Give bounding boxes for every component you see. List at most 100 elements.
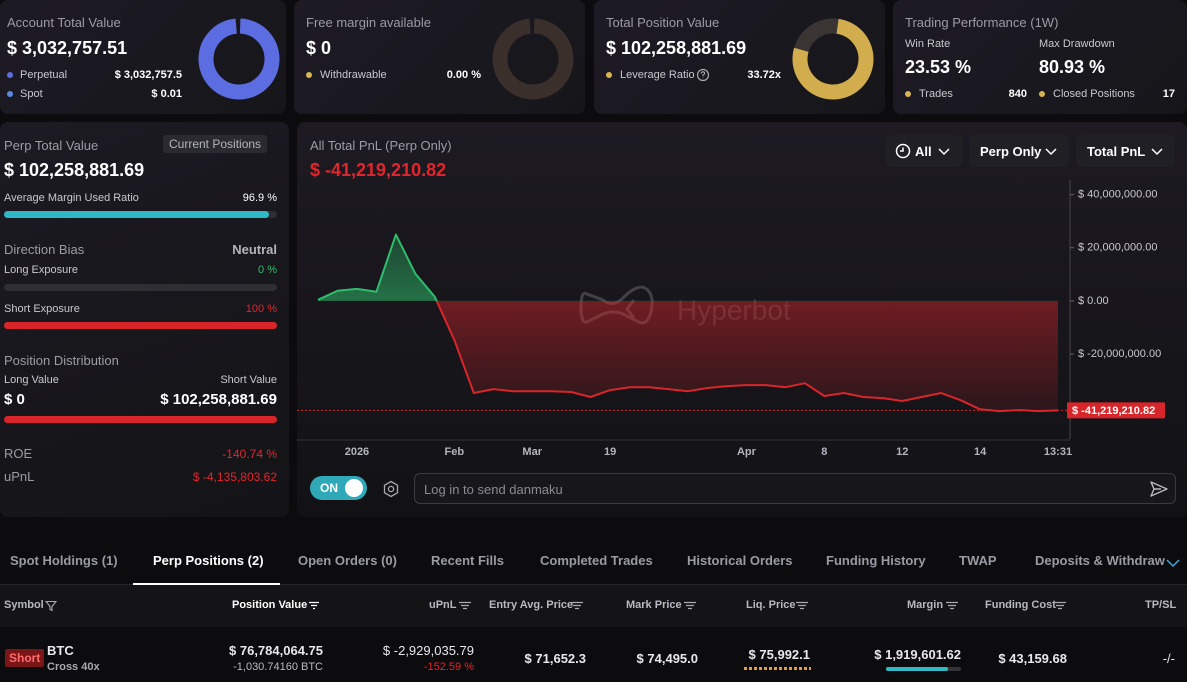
ratio-label: Average Margin Used Ratio bbox=[4, 192, 139, 204]
column-header[interactable]: Position Value bbox=[232, 599, 308, 611]
x-tick-label: 2026 bbox=[345, 446, 369, 458]
x-tick-label: 8 bbox=[821, 446, 827, 458]
sort-icons bbox=[309, 601, 319, 610]
danmaku-toggle[interactable]: ON bbox=[310, 476, 367, 500]
column-header[interactable]: Entry Avg. Price bbox=[489, 599, 574, 611]
column-header[interactable]: Symbol bbox=[4, 599, 44, 611]
donut bbox=[198, 18, 280, 100]
column-header[interactable]: Margin bbox=[907, 599, 944, 611]
y-tick-label: $ -20,000,000.00 bbox=[1078, 348, 1161, 360]
pnl-line bbox=[317, 233, 1059, 413]
count-label: Closed Positions bbox=[1053, 88, 1135, 100]
legend-dot bbox=[7, 91, 13, 97]
upnl: $ -2,929,035.79 bbox=[382, 643, 474, 658]
tabs-more[interactable] bbox=[1166, 557, 1180, 569]
ratio-bar bbox=[4, 211, 277, 218]
pnl-area bbox=[318, 234, 1058, 412]
position-card: Total Position Value $ 102,258,881.69 Le… bbox=[594, 0, 885, 114]
tab[interactable]: Completed Trades bbox=[540, 553, 653, 568]
row-value: $ 0.01 bbox=[151, 88, 182, 100]
sort-icons bbox=[459, 601, 1066, 610]
mark-price: $ 74,495.0 bbox=[636, 651, 698, 666]
tab[interactable]: TWAP bbox=[959, 553, 997, 568]
dropdown-label: All bbox=[915, 144, 932, 159]
dist-label: Long Value bbox=[4, 374, 59, 386]
tab[interactable]: Funding History bbox=[826, 553, 926, 568]
y-tick-label: $ 0.00 bbox=[1078, 295, 1109, 307]
send-icon[interactable] bbox=[1149, 479, 1169, 499]
donut-ring bbox=[492, 18, 574, 100]
account-card: Account Total Value $ 3,032,757.51 Perpe… bbox=[0, 0, 286, 114]
card-title: Account Total Value bbox=[7, 15, 121, 30]
count-value: 840 bbox=[1008, 88, 1027, 100]
legend-dot bbox=[1039, 91, 1045, 97]
chart-subtitle: $ -41,219,210.82 bbox=[310, 160, 447, 180]
sidebar-value: $ 102,258,881.69 bbox=[4, 160, 145, 180]
section-title: Position Distribution bbox=[4, 353, 119, 368]
column-header[interactable]: Funding Cost bbox=[985, 599, 1056, 611]
performance-card: Trading Performance (1W) Win Rate 23.53 … bbox=[893, 0, 1187, 114]
card-title: Total Position Value bbox=[606, 15, 720, 30]
card-title: Free margin available bbox=[306, 15, 432, 30]
upnl-pct: -152.59 % bbox=[423, 661, 474, 673]
entry-price: $ 71,652.3 bbox=[524, 651, 586, 666]
last-value-badge bbox=[1067, 402, 1165, 419]
row-value: 33.72x bbox=[747, 69, 781, 81]
upnl-label: uPnL bbox=[4, 469, 35, 484]
margin-card: Free margin available $ 0 Withdrawable 0… bbox=[294, 0, 585, 114]
sidebar-title: Perp Total Value bbox=[4, 138, 99, 153]
range-dropdown[interactable]: All bbox=[886, 135, 963, 167]
tab-active[interactable]: Perp Positions (2) bbox=[153, 553, 264, 568]
dropdown-label: Perp Only bbox=[980, 144, 1042, 159]
tab[interactable]: Historical Orders bbox=[687, 553, 793, 568]
exposure-value: 0 % bbox=[258, 264, 277, 276]
column-header[interactable]: Mark Price bbox=[626, 599, 682, 611]
funding-cost: $ 43,159.68 bbox=[998, 651, 1067, 666]
settings-icon[interactable] bbox=[382, 480, 400, 498]
scope-dropdown[interactable]: Perp Only bbox=[969, 135, 1069, 167]
row-label: Leverage Ratio bbox=[620, 69, 695, 81]
count-label: Trades bbox=[919, 88, 953, 100]
bias-value: Neutral bbox=[232, 242, 277, 257]
x-tick-label: 14 bbox=[974, 446, 987, 458]
column-header[interactable]: Liq. Price bbox=[746, 599, 796, 611]
tab[interactable]: Recent Fills bbox=[431, 553, 504, 568]
column-header[interactable]: uPnL bbox=[429, 599, 457, 611]
current-positions-button[interactable]: Current Positions bbox=[163, 135, 268, 153]
metric-dropdown[interactable]: Total PnL bbox=[1076, 135, 1175, 167]
exposure-label: Short Exposure bbox=[4, 303, 80, 315]
tab[interactable]: Deposits & Withdraw bbox=[1035, 553, 1165, 568]
x-tick-label: 19 bbox=[604, 446, 616, 458]
card-value: $ 102,258,881.69 bbox=[606, 38, 747, 58]
card-title: Trading Performance (1W) bbox=[905, 15, 1059, 30]
stat-value: 23.53 % bbox=[905, 57, 972, 77]
dist-value: $ 102,258,881.69 bbox=[160, 391, 277, 408]
chart-title: All Total PnL (Perp Only) bbox=[310, 138, 452, 153]
exposure-value: 100 % bbox=[245, 303, 277, 315]
table-header bbox=[0, 585, 1187, 627]
donut-ring bbox=[792, 18, 874, 100]
liq-price: $ 75,992.1 bbox=[748, 647, 810, 662]
ratio-value: 96.9 % bbox=[242, 192, 277, 204]
liq-gauge bbox=[744, 667, 811, 670]
row-label: Withdrawable bbox=[320, 69, 387, 81]
pnl-chart: Hyperbot $ 40,000,000.00$ 20,000,000.00$… bbox=[297, 180, 1165, 458]
symbol[interactable]: BTC bbox=[47, 643, 74, 658]
tab[interactable]: Spot Holdings (1) bbox=[10, 553, 118, 568]
column-header[interactable]: TP/SL bbox=[1145, 599, 1177, 611]
danmaku-input[interactable]: Log in to send danmaku bbox=[414, 473, 1176, 504]
exposure-label: Long Exposure bbox=[4, 264, 78, 276]
toggle-label: ON bbox=[320, 481, 338, 495]
card-value: $ 0 bbox=[306, 38, 332, 58]
x-tick-label: 12 bbox=[896, 446, 908, 458]
dropdown-label: Total PnL bbox=[1087, 144, 1146, 159]
tabs-divider bbox=[0, 584, 1187, 585]
legend-dot bbox=[905, 91, 911, 97]
margin-mode: Cross 40x bbox=[47, 661, 100, 673]
help-icon[interactable] bbox=[696, 68, 710, 82]
card-value: $ 3,032,757.51 bbox=[7, 38, 128, 58]
short-bar bbox=[4, 322, 277, 329]
y-tick-label: $ 20,000,000.00 bbox=[1078, 242, 1158, 254]
y-tick-label: $ 40,000,000.00 bbox=[1078, 189, 1158, 201]
tab[interactable]: Open Orders (0) bbox=[298, 553, 397, 568]
